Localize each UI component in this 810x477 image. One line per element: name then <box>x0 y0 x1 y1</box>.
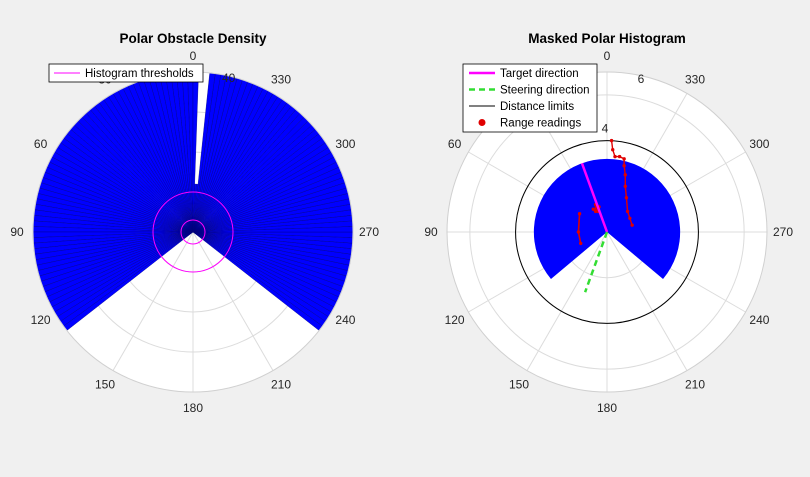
steering-direction-line <box>583 231 609 293</box>
legend-swatch <box>478 119 486 126</box>
theta-tick-label: 120 <box>445 313 465 327</box>
histogram-threshold-circle <box>152 191 234 273</box>
theta-tick-label: 210 <box>271 377 291 391</box>
legend: Histogram thresholds <box>48 63 204 83</box>
theta-tick-label: 60 <box>448 137 462 151</box>
range-reading-trace <box>592 204 600 214</box>
legend-label-steering: Steering direction <box>500 85 590 97</box>
theta-tick-label: 180 <box>597 401 617 415</box>
theta-tick-label: 90 <box>424 225 438 239</box>
legend-label-distance: Distance limits <box>500 101 574 113</box>
grid-spoke <box>192 231 274 371</box>
r-tick-label: 4 <box>602 122 609 136</box>
theta-tick-label: 150 <box>95 377 115 391</box>
theta-tick-label: 180 <box>183 401 203 415</box>
range-reading-trace <box>610 140 633 226</box>
target-direction-line <box>580 162 609 233</box>
legend-label-target: Target direction <box>500 68 579 80</box>
legend-label-thresholds: Histogram thresholds <box>85 68 194 80</box>
chart-title: Masked Polar Histogram <box>528 31 686 46</box>
grid-spoke <box>606 231 688 371</box>
theta-tick-label: 0 <box>190 49 197 63</box>
r-tick-label: 40 <box>222 71 236 85</box>
theta-tick-label: 300 <box>335 137 355 151</box>
theta-tick-label: 150 <box>509 377 529 391</box>
theta-tick-label: 240 <box>749 313 769 327</box>
r-tick-label: 6 <box>638 72 645 86</box>
legend-box <box>462 63 598 133</box>
histogram-threshold-circle <box>180 219 206 245</box>
theta-tick-label: 270 <box>359 225 379 239</box>
legend-label-range: Range readings <box>500 118 581 130</box>
polar-outer-ring <box>446 71 768 393</box>
theta-tick-label: 330 <box>271 73 291 87</box>
theta-tick-label: 60 <box>34 137 48 151</box>
polar-density-axes: 0306090120150180210240270300330Polar Obs… <box>10 31 379 415</box>
masked-polar-axes: 0306090120150180210240270300330Masked Po… <box>424 31 793 415</box>
theta-tick-label: 120 <box>31 313 51 327</box>
theta-tick-label: 330 <box>685 73 705 87</box>
chart-title: Polar Obstacle Density <box>119 31 267 46</box>
theta-tick-label: 240 <box>335 313 355 327</box>
theta-tick-label: 0 <box>604 49 611 63</box>
theta-tick-label: 270 <box>773 225 793 239</box>
masked-histogram-sector <box>533 158 681 280</box>
legend: Target direction Steering direction Distan… <box>462 63 598 133</box>
grid-spoke <box>112 231 194 371</box>
theta-tick-label: 90 <box>10 225 24 239</box>
range-reading-trace <box>577 213 582 244</box>
distance-limit-circle <box>515 140 699 324</box>
theta-tick-label: 210 <box>685 377 705 391</box>
grid-spoke <box>526 231 608 371</box>
theta-tick-label: 300 <box>749 137 769 151</box>
legend-box <box>48 63 204 83</box>
